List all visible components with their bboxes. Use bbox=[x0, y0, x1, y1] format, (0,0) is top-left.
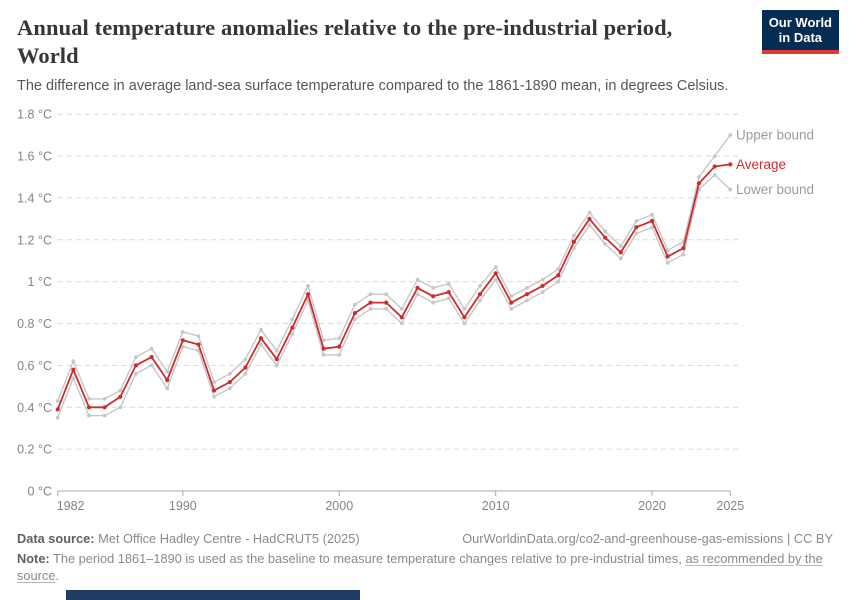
data-source-value: Met Office Hadley Centre - HadCRUT5 (202… bbox=[98, 531, 360, 546]
y-tick-label: 0.2 °C bbox=[17, 443, 52, 457]
series-points-average bbox=[55, 162, 733, 412]
chart-footer: Data source: Met Office Hadley Centre - … bbox=[17, 531, 833, 585]
note-source-link[interactable]: as recommended by the source bbox=[17, 550, 823, 583]
x-axis: 1982 1990 2000 2010 2020 2025 bbox=[57, 490, 744, 513]
y-tick-label: 1.8 °C bbox=[17, 108, 52, 122]
owid-logo-line-1: Our World bbox=[768, 15, 832, 30]
y-tick-label: 1.2 °C bbox=[17, 233, 52, 247]
x-tick-label: 2025 bbox=[716, 499, 744, 513]
page-title: Annual temperature anomalies relative to… bbox=[17, 14, 757, 70]
series-line-lower-bound bbox=[57, 174, 731, 418]
y-tick-label: 0 °C bbox=[28, 485, 52, 499]
note-label: Note: bbox=[17, 550, 50, 566]
bottom-blue-bar[interactable] bbox=[66, 590, 360, 600]
y-tick-labels: 0 °C 0.2 °C 0.4 °C 0.6 °C 0.8 °C 1 °C 1.2 °C 1.… bbox=[17, 108, 52, 499]
y-tick-label: 1 °C bbox=[28, 275, 52, 289]
footer-note: Note: The period 1861–1890 is used as th… bbox=[17, 551, 833, 585]
attribution: OurWorldinData.org/co2-and-greenhouse-ga… bbox=[462, 531, 833, 546]
owid-logo[interactable]: Our World in Data bbox=[761, 10, 839, 54]
title-line-1: Annual temperature anomalies relative to… bbox=[17, 15, 673, 40]
x-tick-label: 2010 bbox=[482, 499, 510, 513]
y-tick-label: 0.6 °C bbox=[17, 359, 52, 373]
footer-source-row: Data source: Met Office Hadley Centre - … bbox=[17, 531, 833, 548]
y-tick-label: 0.4 °C bbox=[17, 401, 52, 415]
temperature-chart: 0 °C 0.2 °C 0.4 °C 0.6 °C 0.8 °C 1 °C 1.2 °C 1.… bbox=[17, 108, 814, 513]
y-tick-label: 1.4 °C bbox=[17, 191, 52, 205]
chart-subtitle: The difference in average land-sea surfa… bbox=[17, 78, 729, 94]
y-tick-label: 0.8 °C bbox=[17, 317, 52, 331]
data-source: Data source: Met Office Hadley Centre - … bbox=[17, 531, 360, 548]
data-source-label: Data source: bbox=[17, 531, 95, 546]
y-tick-label: 1.6 °C bbox=[17, 150, 52, 164]
series-points-upper-bound bbox=[55, 133, 733, 403]
legend-label-upper-bound[interactable]: Upper bound bbox=[736, 128, 814, 143]
series-line-upper-bound bbox=[57, 134, 731, 402]
note-suffix: . bbox=[55, 567, 59, 583]
series-line-average bbox=[56, 163, 731, 410]
title-line-2: World bbox=[17, 42, 79, 68]
x-tick-label: 2020 bbox=[638, 499, 666, 513]
note-text: The period 1861–1890 is used as the base… bbox=[53, 550, 682, 566]
x-tick-label: 2000 bbox=[325, 499, 353, 513]
y-gridlines bbox=[57, 113, 738, 450]
x-tick-label: 1982 bbox=[57, 499, 85, 513]
series-points-lower-bound bbox=[55, 173, 733, 420]
owid-logo-line-2: in Data bbox=[778, 29, 823, 45]
legend-label-lower-bound[interactable]: Lower bound bbox=[736, 182, 814, 197]
x-tick-label: 1990 bbox=[169, 499, 197, 513]
legend-label-average[interactable]: Average bbox=[736, 157, 786, 172]
